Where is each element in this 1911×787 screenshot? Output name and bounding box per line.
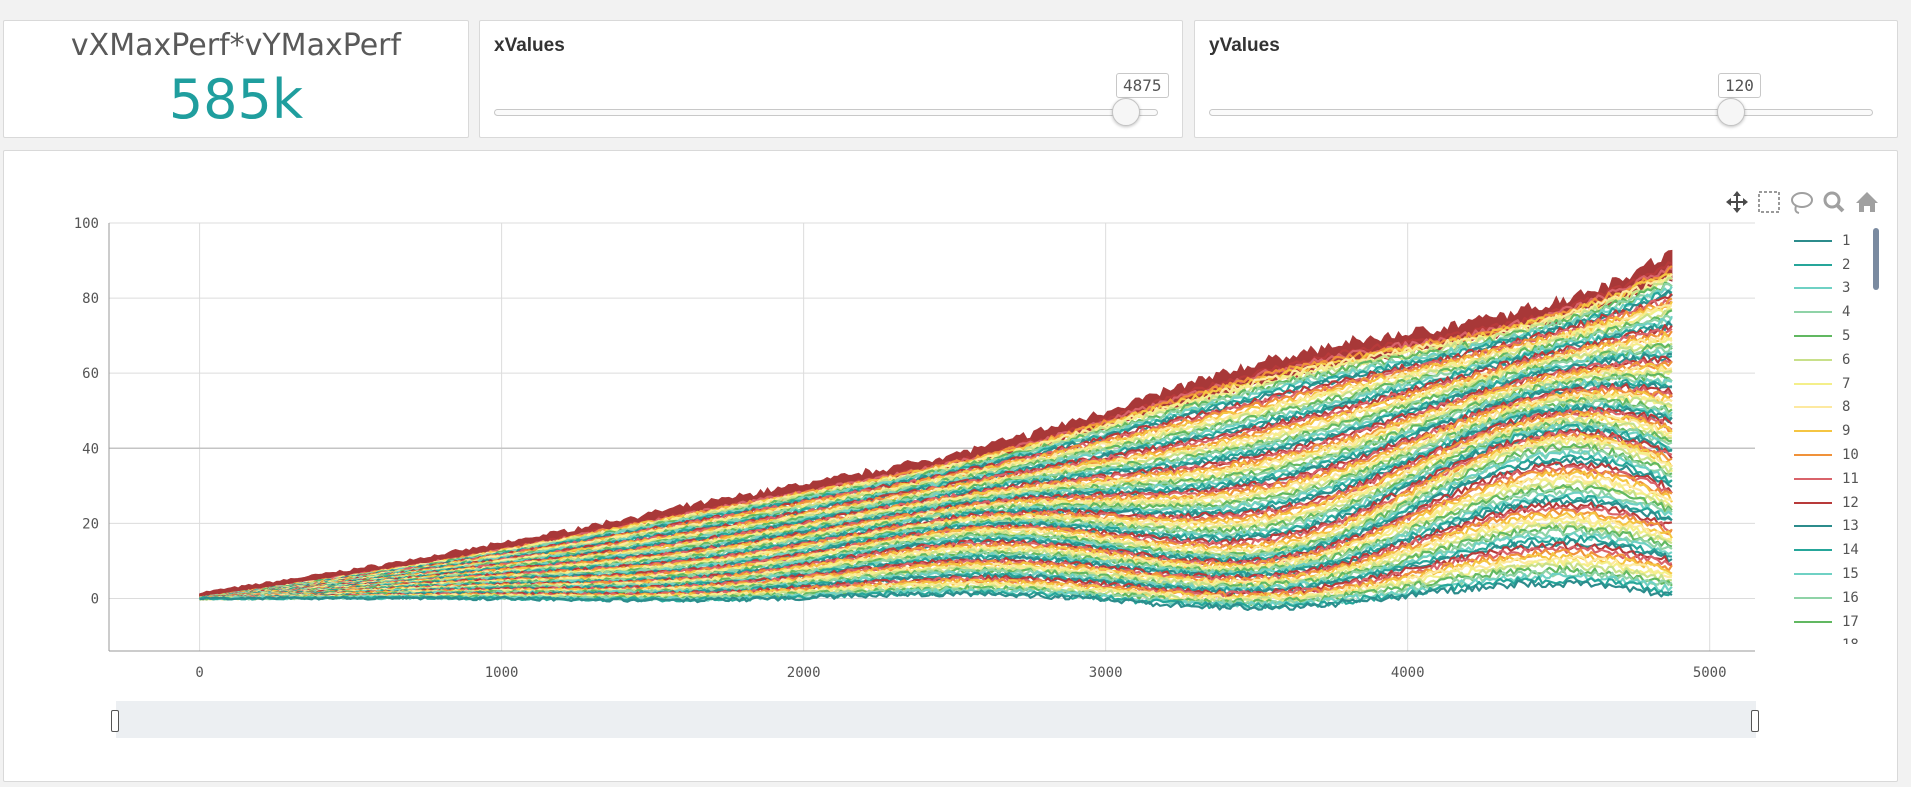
- legend-item[interactable]: 16: [1790, 586, 1880, 610]
- legend-swatch: [1794, 525, 1832, 528]
- legend-item[interactable]: 18: [1790, 634, 1880, 644]
- legend-label: 8: [1842, 399, 1851, 416]
- x-values-slider-card: xValues 4875: [479, 20, 1183, 138]
- legend-label: 4: [1842, 304, 1851, 321]
- y-values-title: yValues: [1209, 35, 1280, 56]
- kpi-card: vXMaxPerf*vYMaxPerf 585k: [3, 20, 469, 138]
- legend-label: 14: [1842, 542, 1859, 559]
- legend-label: 6: [1842, 351, 1851, 368]
- legend-swatch: [1794, 620, 1832, 623]
- y-values-slider-thumb[interactable]: [1717, 98, 1745, 126]
- series-line-39: [199, 449, 1673, 600]
- legend-item[interactable]: 17: [1790, 610, 1880, 634]
- y-values-value-box: 120: [1718, 73, 1761, 98]
- legend-label: 17: [1842, 613, 1859, 630]
- legend-swatch: [1794, 358, 1832, 361]
- legend-item[interactable]: 14: [1790, 538, 1880, 562]
- chart-axes: 0 1000 2000 3000 4000 5000 0 20 40 60 80 100: [74, 216, 1755, 681]
- kpi-title: vXMaxPerf*vYMaxPerf: [70, 28, 402, 63]
- x-tick-label: 2000: [787, 665, 821, 681]
- y-tick-label: 100: [74, 216, 99, 232]
- legend-item[interactable]: 15: [1790, 562, 1880, 586]
- legend-swatch: [1794, 454, 1832, 457]
- y-tick-label: 40: [82, 441, 99, 457]
- y-tick-label: 60: [82, 366, 99, 382]
- legend-label: 12: [1842, 494, 1859, 511]
- legend-item[interactable]: 7: [1790, 372, 1880, 396]
- legend-swatch: [1794, 573, 1832, 576]
- range-slider-right-handle[interactable]: [1751, 710, 1759, 732]
- chart-legend: 123456789101112131415161718: [1790, 229, 1880, 644]
- chart-plot-area[interactable]: [198, 249, 1673, 611]
- legend-swatch: [1794, 406, 1832, 409]
- pan-icon[interactable]: [1726, 191, 1748, 213]
- legend-item[interactable]: 5: [1790, 324, 1880, 348]
- y-values-slider-card: yValues 120: [1194, 20, 1898, 138]
- box-select-icon[interactable]: [1758, 191, 1780, 213]
- home-icon[interactable]: [1856, 192, 1878, 212]
- legend-item[interactable]: 6: [1790, 348, 1880, 372]
- legend-swatch: [1794, 287, 1832, 290]
- x-values-slider-track[interactable]: [494, 109, 1158, 116]
- kpi-value: 585k: [168, 68, 304, 131]
- legend-label: 7: [1842, 375, 1851, 392]
- legend-label: 9: [1842, 423, 1851, 440]
- legend-swatch: [1794, 382, 1832, 385]
- x-values-title: xValues: [494, 35, 565, 56]
- legend-swatch: [1794, 477, 1832, 480]
- y-tick-label: 80: [82, 291, 99, 307]
- x-tick-label: 0: [195, 665, 203, 681]
- legend-swatch: [1794, 501, 1832, 504]
- legend-item[interactable]: 12: [1790, 491, 1880, 515]
- legend-scrollbar[interactable]: [1873, 228, 1879, 290]
- y-tick-label: 20: [82, 516, 99, 532]
- legend-item[interactable]: 3: [1790, 277, 1880, 301]
- legend-label: 2: [1842, 256, 1851, 273]
- legend-label: 18: [1842, 637, 1859, 644]
- x-values-slider-thumb[interactable]: [1112, 98, 1140, 126]
- legend-item[interactable]: 11: [1790, 467, 1880, 491]
- legend-item[interactable]: 1: [1790, 229, 1880, 253]
- legend-item[interactable]: 8: [1790, 396, 1880, 420]
- legend-swatch: [1794, 549, 1832, 552]
- lasso-select-icon[interactable]: [1791, 192, 1813, 214]
- series-line-1: [199, 579, 1673, 611]
- x-tick-label: 1000: [485, 665, 519, 681]
- legend-label: 13: [1842, 518, 1859, 535]
- y-values-slider-track[interactable]: [1209, 109, 1873, 116]
- legend-swatch: [1794, 311, 1832, 314]
- y-tick-label: 0: [91, 591, 99, 607]
- legend-item[interactable]: 10: [1790, 443, 1880, 467]
- zoom-icon[interactable]: [1823, 191, 1845, 213]
- legend-label: 3: [1842, 280, 1851, 297]
- legend-item[interactable]: 2: [1790, 253, 1880, 277]
- x-tick-label: 3000: [1089, 665, 1123, 681]
- legend-item[interactable]: 13: [1790, 515, 1880, 539]
- legend-swatch: [1794, 335, 1832, 338]
- x-tick-label: 5000: [1693, 665, 1727, 681]
- legend-swatch: [1794, 596, 1832, 599]
- range-slider-left-handle[interactable]: [111, 710, 119, 732]
- legend-item[interactable]: 9: [1790, 419, 1880, 443]
- legend-swatch: [1794, 263, 1832, 266]
- legend-label: 15: [1842, 566, 1859, 583]
- legend-label: 11: [1842, 470, 1859, 487]
- legend-label: 5: [1842, 328, 1851, 345]
- range-slider[interactable]: [116, 701, 1756, 738]
- legend-label: 10: [1842, 447, 1859, 464]
- legend-swatch: [1794, 239, 1832, 242]
- series-line-104: [199, 304, 1672, 601]
- legend-label: 1: [1842, 232, 1851, 249]
- x-values-value-box: 4875: [1116, 73, 1169, 98]
- legend-label: 16: [1842, 589, 1859, 606]
- legend-swatch: [1794, 430, 1832, 433]
- x-tick-label: 4000: [1391, 665, 1425, 681]
- legend-item[interactable]: 4: [1790, 300, 1880, 324]
